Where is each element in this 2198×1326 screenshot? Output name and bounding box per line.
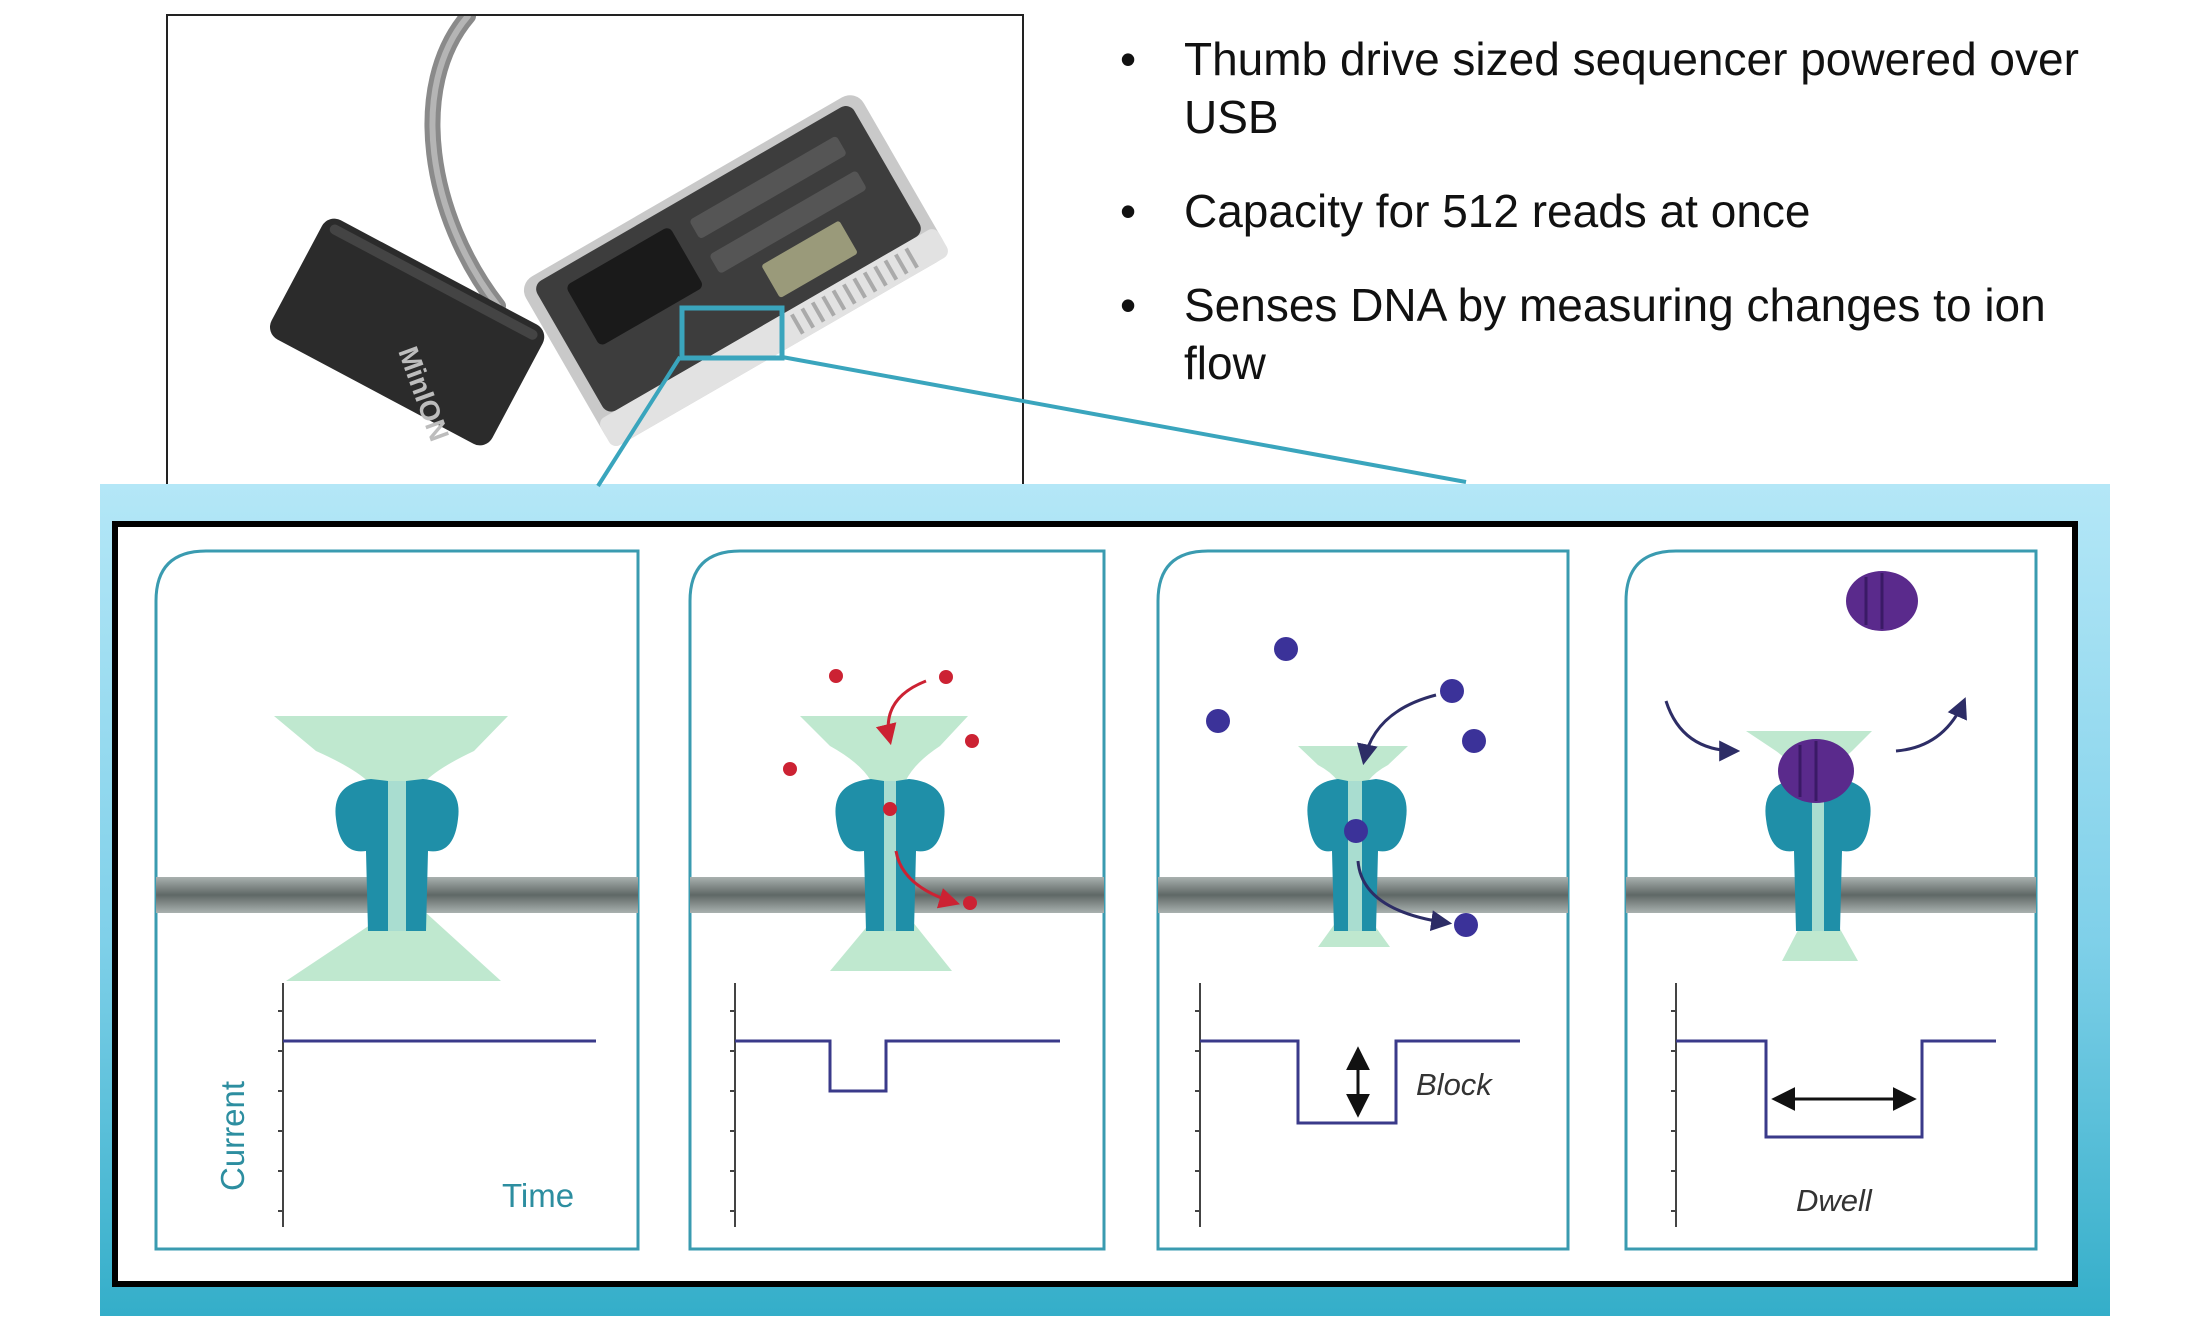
funnel-top [274,716,508,807]
panel-open-pore: Current Time [154,549,640,1251]
funnel-bottom [286,911,501,981]
funnel-bottom [830,911,952,971]
flow-cell-highlight [679,305,785,361]
current-trace [730,983,1060,1227]
nanopore-diagram: Current Time [112,521,2078,1287]
axis-x-label: Time [502,1177,574,1214]
feature-item: Capacity for 512 reads at once [1120,182,2140,240]
minion-device-photo: MinION [166,14,1024,486]
block-label: Block [1416,1067,1493,1102]
molecule-arrow-in [1357,693,1437,766]
panel-block: Block [1156,549,1570,1251]
panel-ion-flow [688,549,1106,1251]
feature-list: Thumb drive sized sequencer powered over… [1120,30,2140,428]
molecule-arrow-out [1356,860,1453,932]
ion-arrow-in [875,679,927,746]
device-body [523,95,948,447]
current-trace [278,983,596,1227]
molecule [1206,637,1486,937]
feature-item: Senses DNA by measuring changes to ion f… [1120,276,2140,392]
analyte-arrow-out [1895,697,1967,753]
current-trace [1195,983,1520,1227]
feature-item: Thumb drive sized sequencer powered over… [1120,30,2140,146]
funnel-bottom [1782,911,1858,961]
panel-dwell: Dwell [1624,549,2038,1251]
axis-y-label: Current [214,1081,251,1191]
device-cover [269,218,545,446]
ion-arrow-out [894,850,961,909]
pore-protein [335,779,459,931]
analyte-arrow-in [1664,700,1741,762]
funnel-top [800,716,968,807]
current-trace [1671,983,1996,1227]
pore-protein [835,779,945,931]
funnel-top [1298,746,1408,807]
pore-protein [1765,779,1871,931]
dwell-label: Dwell [1796,1183,1873,1218]
ion [783,669,979,910]
